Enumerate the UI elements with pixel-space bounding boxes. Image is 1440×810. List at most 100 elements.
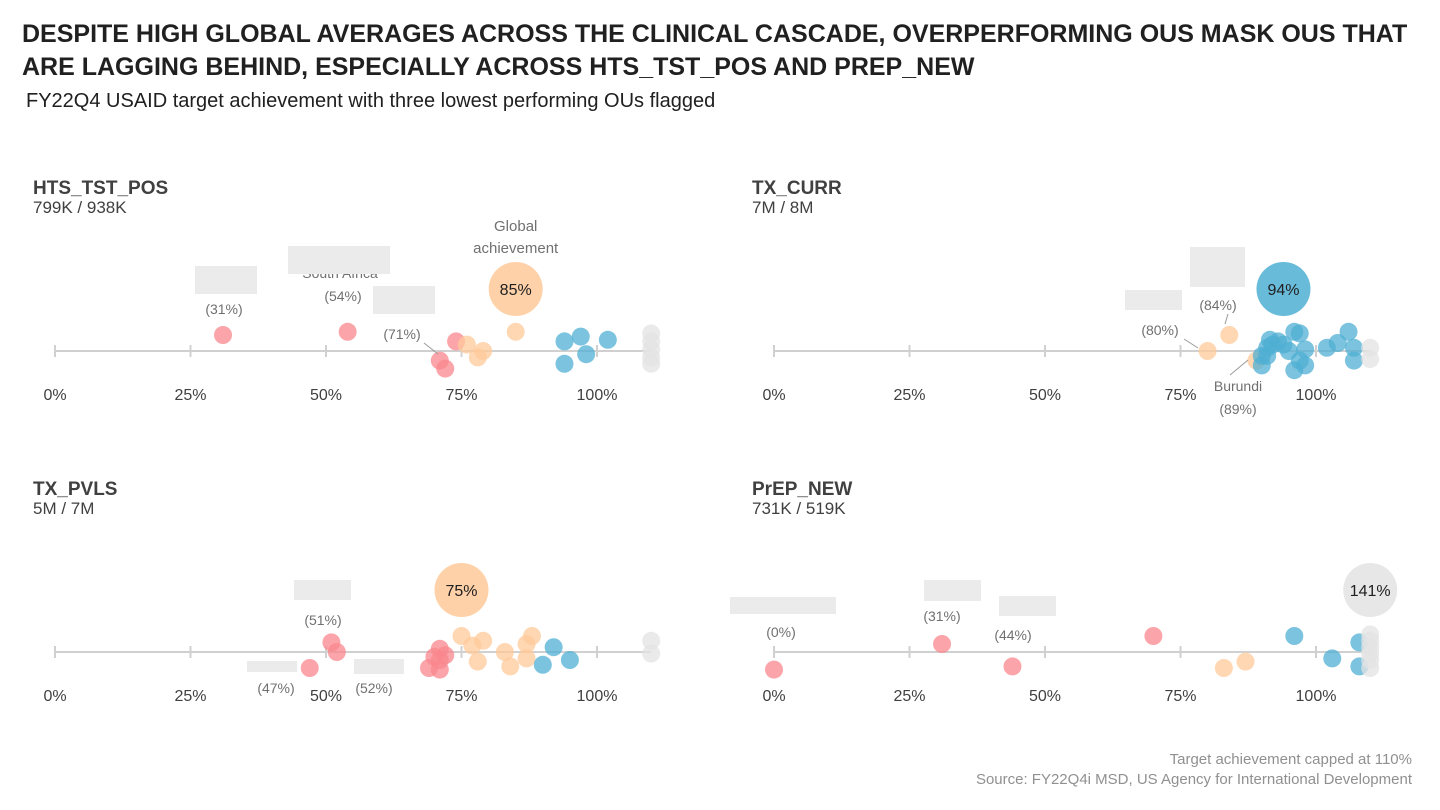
ou-point [560,651,579,669]
ou-point [642,644,661,663]
chart-subtitle: FY22Q4 USAID target achievement with thr… [26,90,716,112]
ou-point [1198,342,1217,360]
panel-totals: 731K / 519K [752,499,846,518]
ou-point [765,660,783,679]
x-tick-label: 0% [762,387,785,404]
ou-point [1285,627,1304,645]
panel-tx-pvls: TX_PVLS 5M / 7M 0% 25% 50% 75% 100% 75% (51%) (… [33,479,733,759]
x-tick-label: 50% [1029,688,1061,705]
redacted-ou-name [288,246,390,274]
global-achievement-bubble [1343,563,1398,617]
ou-point [1296,356,1315,375]
ou-point [544,638,563,657]
ou-point [555,354,574,373]
panel-title: TX_CURR [752,178,842,199]
flagged-ou-value: (80%) [1141,322,1178,338]
x-tick-label: 0% [762,688,785,705]
x-tick-label: 75% [445,387,477,404]
redacted-ou-name [730,597,836,614]
x-tick-label: 50% [310,688,342,705]
ou-point [577,345,596,364]
redacted-ou-name [373,286,435,314]
global-achievement-value: 75% [445,583,477,600]
x-tick-label: 25% [174,688,206,705]
redacted-ou-name [195,266,257,294]
ou-point [327,643,346,661]
x-tick-label: 50% [310,387,342,404]
prep-new-plot: 0% 25% 50% 75% 100% 141% (0%) (31%) (44%) [730,563,1398,705]
ou-point [1339,322,1358,341]
caption-note: Target achievement capped at 110% [1169,751,1412,768]
ou-point [457,335,476,354]
ou-point [501,657,520,676]
global-achievement-bubble [434,563,489,617]
global-achievement-value: 141% [1350,583,1391,600]
x-tick-label: 75% [1164,688,1196,705]
x-tick-label: 100% [1296,688,1337,705]
redacted-ou-name [924,580,981,601]
annotation-leader-line [1224,313,1229,325]
panel-title: PrEP_NEW [752,479,853,500]
flagged-ou-value: (84%) [1199,297,1236,313]
ou-point [517,649,536,668]
x-tick-label: 0% [43,688,66,705]
ou-point [506,322,525,341]
panel-totals: 5M / 7M [33,499,95,518]
ou-point [522,627,541,645]
ou-point [571,327,590,346]
x-tick-label: 25% [893,387,925,404]
annotation-leader-line [423,342,439,355]
ou-point [1361,350,1380,368]
flagged-ou-value: (47%) [257,680,294,696]
ou-point [495,643,514,661]
ou-point [555,332,574,351]
ou-point [1296,340,1315,359]
flagged-ou-value: (31%) [923,608,960,624]
x-tick-label: 75% [1164,387,1196,404]
flagged-ou-value: (0%) [766,624,796,640]
ou-point [436,359,455,378]
caption: Target achievement capped at 110% Source… [976,750,1412,790]
panel-hts-tst-pos: HTS_TST_POS 799K / 938K 0% 25% 50% 75% 100% 8… [33,178,733,458]
redacted-ou-name [1190,247,1245,287]
ou-point [338,322,357,341]
flagged-ou-name: Burundi [1214,378,1262,394]
ou-point [300,659,319,677]
x-tick-label: 25% [893,688,925,705]
tx-curr-plot: 0% 25% 50% 75% 100% 94% (80%) (84%) Burundi (89%) [762,247,1380,417]
flagged-ou-value: (51%) [304,612,341,628]
x-tick-label: 100% [577,387,618,404]
ou-point [1214,659,1233,677]
x-tick-label: 0% [43,387,66,404]
tx-pvls-plot: 0% 25% 50% 75% 100% 75% (51%) (47%) (52%) [43,563,661,705]
x-tick-label: 25% [174,387,206,404]
flagged-ou-value: (52%) [355,680,392,696]
flagged-ou-value: (31%) [205,301,242,317]
ou-point [1003,657,1022,676]
ou-point [1344,338,1363,357]
x-tick-label: 100% [577,688,618,705]
ou-point [1361,659,1380,677]
panel-totals: 7M / 8M [752,198,814,217]
chart-title: DESPITE HIGH GLOBAL AVERAGES ACROSS THE … [22,20,1408,81]
global-achievement-bubble [488,262,543,316]
redacted-ou-name [354,659,404,674]
ou-point [1290,324,1309,343]
global-achievement-label: Global [494,218,537,235]
hts-tst-pos-plot: 0% 25% 50% 75% 100% 85% Global achievement (31%)… [43,218,661,404]
global-achievement-value: 85% [500,282,532,299]
ou-point [1344,351,1363,370]
ou-point [933,635,952,653]
ou-point [533,655,552,674]
global-achievement-label: achievement [473,240,559,257]
ou-point [474,342,493,360]
panel-totals: 799K / 938K [33,198,127,217]
redacted-ou-name [247,661,297,672]
global-achievement-value: 94% [1267,282,1299,299]
ou-point [468,652,487,671]
ou-point [436,646,455,665]
flagged-ou-value: (89%) [1219,401,1256,417]
x-tick-label: 75% [445,688,477,705]
ou-point [1220,326,1239,344]
redacted-ou-name [1125,290,1182,310]
